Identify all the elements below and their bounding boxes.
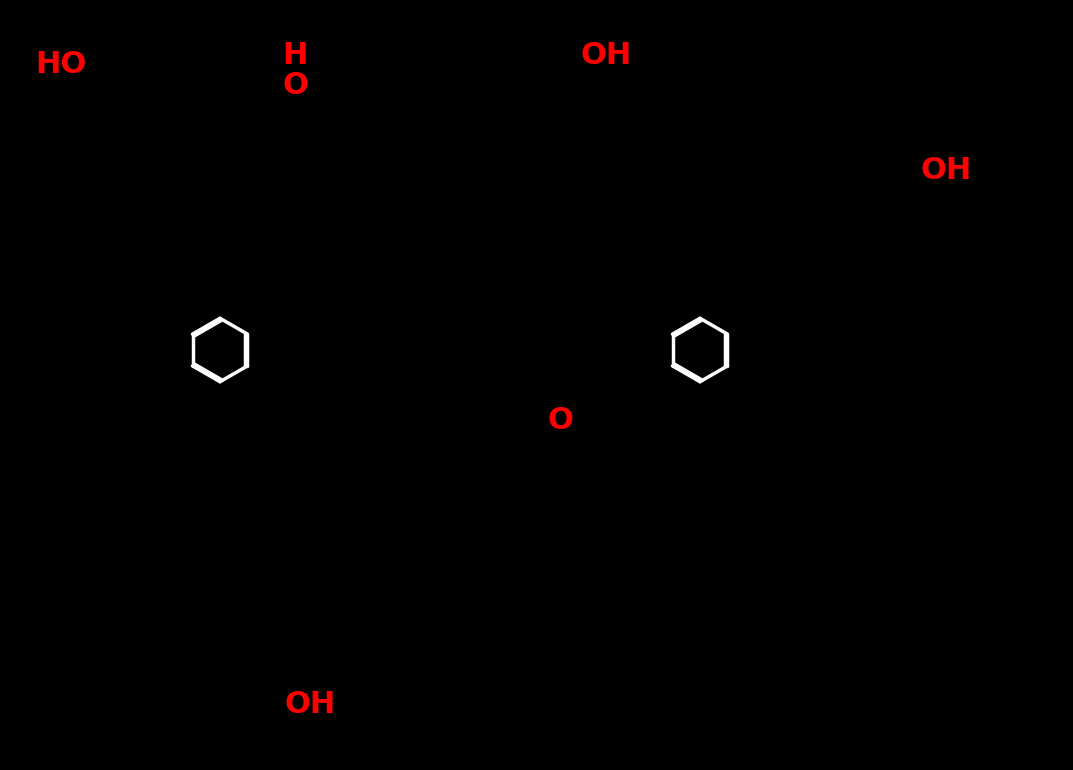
Text: H: H <box>282 41 308 70</box>
Text: OH: OH <box>284 690 336 719</box>
Text: O: O <box>547 406 573 434</box>
Text: OH: OH <box>920 156 971 185</box>
Text: HO: HO <box>35 50 86 79</box>
Text: OH: OH <box>580 41 631 70</box>
Text: O: O <box>282 71 308 100</box>
